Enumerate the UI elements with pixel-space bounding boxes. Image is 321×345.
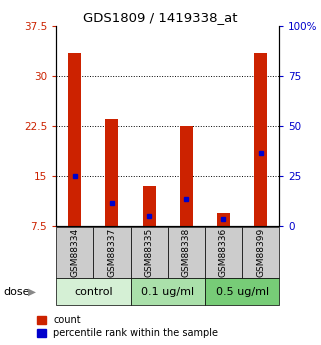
Text: 0.5 ug/ml: 0.5 ug/ml [215,287,269,296]
Text: GSM88338: GSM88338 [182,228,191,277]
Text: GSM88399: GSM88399 [256,228,265,277]
Text: 0.1 ug/ml: 0.1 ug/ml [141,287,194,296]
Bar [105,119,118,226]
Text: GSM88334: GSM88334 [70,228,79,277]
Legend: count, percentile rank within the sample: count, percentile rank within the sample [37,315,219,338]
Bar [242,227,279,278]
Text: GSM88335: GSM88335 [145,228,154,277]
Bar [93,227,131,278]
Bar [68,52,81,226]
Bar [143,186,156,226]
Text: GSM88337: GSM88337 [108,228,117,277]
Bar [205,278,279,305]
Bar [168,227,205,278]
Text: GDS1809 / 1419338_at: GDS1809 / 1419338_at [83,11,238,24]
Bar [254,52,267,226]
Text: control: control [74,287,113,296]
Bar [56,227,93,278]
Text: GSM88336: GSM88336 [219,228,228,277]
Bar [180,126,193,226]
Bar [205,227,242,278]
Text: dose: dose [3,287,30,296]
Bar [131,227,168,278]
Text: ▶: ▶ [28,287,36,296]
Bar [56,278,131,305]
Bar [217,213,230,226]
Bar [131,278,205,305]
